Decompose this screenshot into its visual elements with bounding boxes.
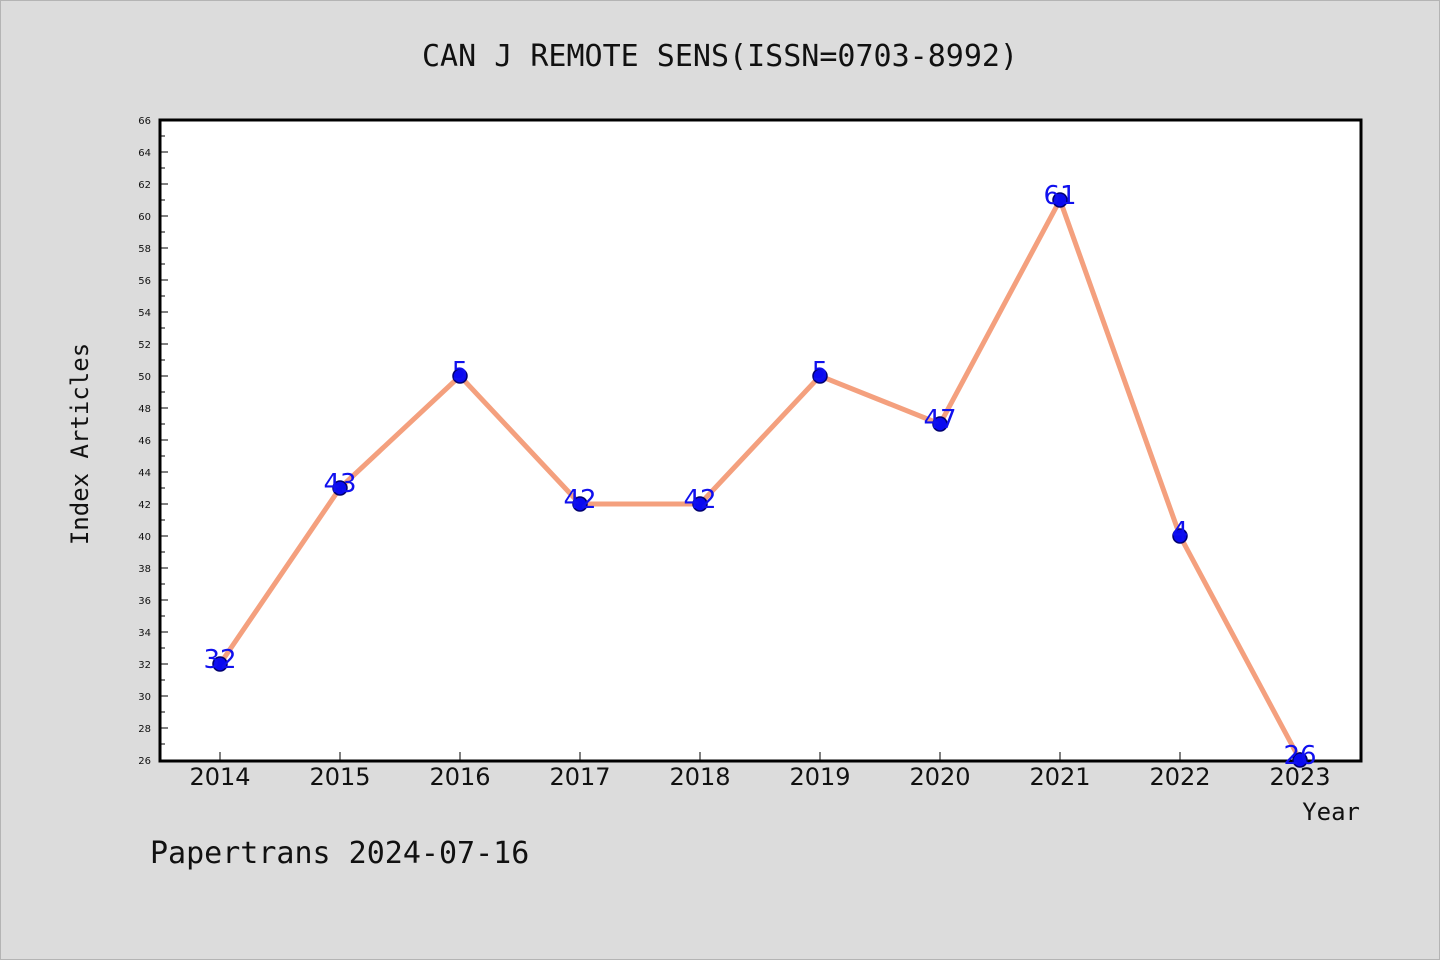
- y-tick-label: 60: [138, 212, 151, 223]
- data-label: 42: [563, 485, 596, 515]
- chart-title: CAN J REMOTE SENS(ISSN=0703-8992): [422, 39, 1018, 74]
- x-tick-label: 2014: [189, 763, 250, 791]
- data-label: 61: [1043, 181, 1076, 211]
- y-tick-label: 28: [138, 724, 151, 735]
- y-tick-label: 42: [138, 500, 151, 511]
- y-tick-label: 62: [138, 180, 151, 191]
- y-tick-label: 56: [138, 276, 151, 287]
- x-tick-label: 2017: [549, 763, 610, 791]
- y-axis: 26 28 30 32 34 36 38 40 42 44 46 48 50 52 54 56 58 60 62 64…: [138, 116, 168, 767]
- data-point: [1172, 528, 1188, 544]
- x-axis-title: Year: [1302, 798, 1360, 826]
- x-tick-label: 2016: [429, 763, 490, 791]
- series-line: [217, 197, 1303, 763]
- data-point: [692, 496, 708, 512]
- series-index-articles: 32 43 5 42 42 5 47 61 4 26: [203, 181, 1316, 771]
- y-tick-label: 66: [138, 116, 151, 127]
- y-tick-label: 36: [138, 596, 151, 607]
- data-label: 42: [683, 485, 716, 515]
- x-tick-label: 2021: [1029, 763, 1090, 791]
- data-label: 43: [323, 469, 356, 499]
- y-tick-label: 44: [138, 468, 151, 479]
- y-tick-label: 38: [138, 564, 151, 575]
- y-tick-label: 30: [138, 692, 151, 703]
- x-tick-label: 2015: [309, 763, 370, 791]
- y-tick-label: 34: [138, 628, 151, 639]
- data-point: [572, 496, 588, 512]
- y-tick-label: 54: [138, 308, 151, 319]
- y-axis-title: Index Articles: [66, 343, 94, 545]
- x-tick-label: 2019: [789, 763, 850, 791]
- data-point: [812, 368, 828, 384]
- data-point: [1292, 752, 1308, 768]
- x-tick-label: 2020: [909, 763, 970, 791]
- data-point: [212, 656, 228, 672]
- y-tick-label: 64: [138, 148, 151, 159]
- data-point: [332, 480, 348, 496]
- data-point: [452, 368, 468, 384]
- y-tick-label: 26: [138, 756, 151, 767]
- y-tick-label: 40: [138, 532, 151, 543]
- y-tick-label: 32: [138, 660, 151, 671]
- data-point: [1052, 192, 1068, 208]
- y-tick-label: 50: [138, 372, 151, 383]
- data-label: 32: [203, 645, 236, 675]
- data-label: 5: [812, 357, 829, 387]
- data-label: 5: [452, 357, 469, 387]
- data-point: [932, 416, 948, 432]
- data-label: 26: [1283, 741, 1316, 771]
- footer-text: Papertrans 2024-07-16: [150, 836, 529, 871]
- y-tick-label: 48: [138, 404, 151, 415]
- y-tick-label: 52: [138, 340, 151, 351]
- x-tick-label: 2022: [1149, 763, 1210, 791]
- y-tick-label: 58: [138, 244, 151, 255]
- data-label: 4: [1172, 517, 1189, 547]
- data-label: 47: [923, 405, 956, 435]
- x-tick-label: 2018: [669, 763, 730, 791]
- y-tick-label: 46: [138, 436, 151, 447]
